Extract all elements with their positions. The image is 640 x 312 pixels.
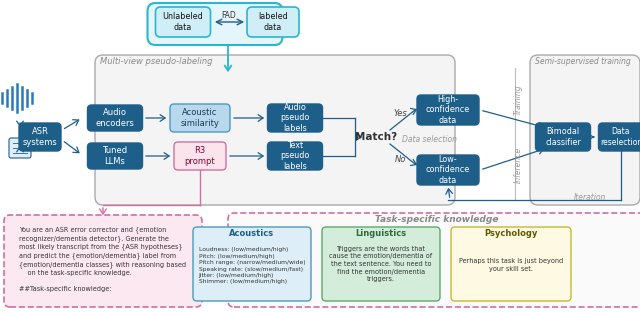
Text: Semi-supervised training: Semi-supervised training [535,57,631,66]
Text: Linguistics: Linguistics [355,230,406,238]
Text: Data selection: Data selection [403,135,458,144]
Text: Iteration: Iteration [574,193,606,202]
FancyBboxPatch shape [536,123,591,151]
Text: Training: Training [513,85,522,115]
Text: Unlabeled
data: Unlabeled data [163,12,204,32]
Text: Match?: Match? [355,132,397,142]
Text: Multi-view pseudo-labeling: Multi-view pseudo-labeling [100,57,212,66]
Text: High-
confidence
data: High- confidence data [426,95,470,125]
FancyBboxPatch shape [268,104,323,132]
FancyBboxPatch shape [156,7,211,37]
Text: Triggers are the words that
cause the emotion/dementia of
the text sentence. You: Triggers are the words that cause the em… [330,246,433,282]
Text: Yes: Yes [393,109,407,118]
Text: Audio
pseudo
labels: Audio pseudo labels [280,103,310,133]
Text: Bimodal
classifier: Bimodal classifier [545,127,581,147]
Text: Acoustics: Acoustics [229,230,275,238]
Text: Task-specific knowledge: Task-specific knowledge [375,216,499,225]
Text: Inference: Inference [513,147,522,183]
Text: Text
pseudo
labels: Text pseudo labels [280,141,310,171]
Text: Acoustic
similarity: Acoustic similarity [180,108,220,128]
Text: Low-
confidence
data: Low- confidence data [426,155,470,185]
FancyBboxPatch shape [451,227,571,301]
FancyBboxPatch shape [174,142,226,170]
FancyBboxPatch shape [417,155,479,185]
FancyBboxPatch shape [4,215,202,307]
FancyBboxPatch shape [228,213,640,307]
FancyBboxPatch shape [170,104,230,132]
FancyBboxPatch shape [88,105,143,131]
Text: Psychology: Psychology [484,230,538,238]
Text: FAD: FAD [221,11,236,19]
FancyBboxPatch shape [268,142,323,170]
Text: Audio
encoders: Audio encoders [95,108,134,128]
Text: ASR
systems: ASR systems [22,127,58,147]
FancyBboxPatch shape [88,143,143,169]
Text: You are an ASR error corrector and {emotion
recognizer/dementia detector}. Gener: You are an ASR error corrector and {emot… [19,226,187,292]
Text: Tuned
LLMs: Tuned LLMs [102,146,127,166]
Text: labeled
data: labeled data [258,12,288,32]
Text: R3
prompt: R3 prompt [185,146,215,166]
FancyBboxPatch shape [193,227,311,301]
FancyBboxPatch shape [19,123,61,151]
Text: Data
reselection: Data reselection [600,127,640,147]
FancyBboxPatch shape [417,95,479,125]
FancyBboxPatch shape [147,3,282,45]
FancyBboxPatch shape [530,55,640,205]
FancyBboxPatch shape [598,123,640,151]
FancyBboxPatch shape [9,138,31,158]
FancyBboxPatch shape [322,227,440,301]
Text: Loudness: (low/medium/high)
Pitch: (low/medium/high)
Pitch range: (narrow/medium: Loudness: (low/medium/high) Pitch: (low/… [198,247,305,285]
FancyBboxPatch shape [95,55,455,205]
FancyBboxPatch shape [247,7,299,37]
Text: Perhaps this task is just beyond
your skill set.: Perhaps this task is just beyond your sk… [459,258,563,272]
Text: No: No [394,155,406,164]
